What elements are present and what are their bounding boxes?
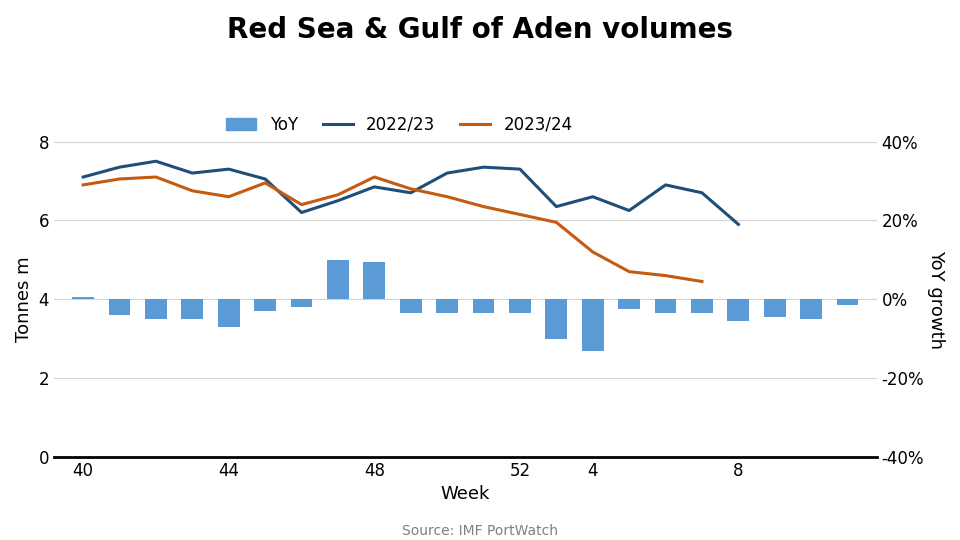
Text: Source: IMF PortWatch: Source: IMF PortWatch — [402, 524, 558, 538]
Bar — [291, 299, 313, 307]
Y-axis label: YoY growth: YoY growth — [927, 250, 945, 349]
Bar — [545, 299, 567, 339]
Bar — [400, 299, 421, 313]
Bar — [254, 299, 276, 311]
Bar — [509, 299, 531, 313]
Bar — [764, 299, 785, 317]
Bar — [181, 299, 204, 319]
Bar — [108, 299, 131, 315]
Bar — [655, 299, 677, 313]
Text: Red Sea & Gulf of Aden volumes: Red Sea & Gulf of Aden volumes — [227, 16, 733, 44]
Bar — [618, 299, 640, 309]
Bar — [364, 262, 385, 299]
Bar — [145, 299, 167, 319]
Bar — [72, 298, 94, 299]
Bar — [582, 299, 604, 350]
X-axis label: Week: Week — [441, 485, 490, 503]
Legend: YoY, 2022/23, 2023/24: YoY, 2022/23, 2023/24 — [220, 109, 580, 140]
Bar — [801, 299, 822, 319]
Y-axis label: Tonnes m: Tonnes m — [15, 256, 33, 342]
Bar — [327, 260, 348, 299]
Bar — [837, 299, 858, 305]
Bar — [218, 299, 240, 327]
Bar — [472, 299, 494, 313]
Bar — [728, 299, 750, 321]
Bar — [436, 299, 458, 313]
Bar — [691, 299, 713, 313]
